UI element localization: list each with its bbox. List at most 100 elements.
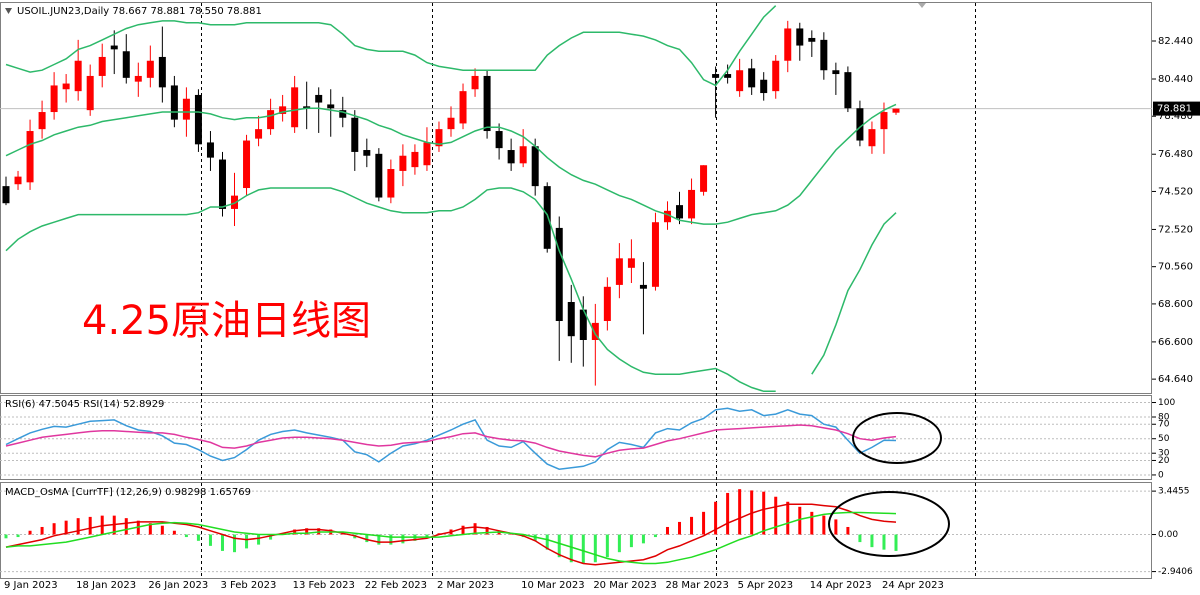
price-label-box: [1153, 101, 1200, 116]
histogram-bar: [305, 528, 309, 535]
candle-body: [483, 75, 491, 132]
shift-marker: [918, 3, 926, 8]
histogram-bar: [293, 529, 297, 535]
y-tick-label: 80: [1158, 413, 1170, 423]
candle-body: [639, 284, 647, 289]
candle-body: [339, 110, 347, 118]
x-tick-label: 10 Mar 2023: [521, 580, 584, 591]
y-tick-label: 50: [1158, 434, 1170, 444]
candle-body: [423, 142, 431, 166]
candle-body: [832, 70, 840, 75]
candle-body: [700, 165, 708, 192]
x-tick-label: 22 Feb 2023: [365, 580, 427, 591]
histogram-bar: [762, 491, 766, 535]
histogram-bar: [377, 534, 381, 545]
histogram-bar: [76, 518, 80, 535]
candle-body: [676, 205, 684, 219]
candle-body: [291, 87, 299, 128]
histogram-bar: [629, 534, 633, 548]
histogram-bar: [4, 534, 8, 539]
y-tick-label: 100: [1158, 398, 1175, 408]
histogram-bar: [148, 523, 152, 535]
candle-body: [2, 186, 10, 204]
histogram-bar: [124, 518, 128, 535]
indicator-line: [5, 424, 897, 458]
histogram-bar: [196, 534, 200, 541]
indicator-line: [5, 511, 897, 565]
histogram-bar: [461, 525, 465, 535]
candle-body: [868, 129, 876, 147]
candle-body: [375, 153, 383, 198]
candle-body: [531, 146, 539, 187]
x-tick-label: 3 Feb 2023: [220, 580, 276, 591]
highlight-ellipse: [828, 491, 950, 557]
candle-body: [206, 142, 214, 158]
y-tick-label: 80.440: [1158, 74, 1193, 85]
x-tick-label: 26 Jan 2023: [148, 580, 208, 591]
candle-body: [98, 56, 106, 76]
y-tick-label: 76.480: [1158, 149, 1193, 160]
candle-body: [315, 94, 323, 103]
y-tick-label: 70: [1158, 420, 1170, 430]
candle-body: [399, 155, 407, 171]
y-tick-label: 64.640: [1158, 374, 1193, 385]
macd-panel: [0, 482, 1152, 579]
histogram-bar: [653, 534, 657, 538]
rsi-title: RSI(6) 47.5045 RSI(14) 52.8929: [5, 399, 164, 410]
histogram-bar: [690, 516, 694, 535]
histogram-bar: [894, 534, 898, 551]
y-tick-label: 20: [1158, 456, 1170, 466]
candle-body: [447, 117, 455, 130]
candle-body: [146, 60, 154, 78]
candle-body: [760, 79, 768, 94]
candle-body: [243, 140, 251, 189]
histogram-bar: [678, 521, 682, 535]
candle-body: [387, 169, 395, 198]
candle-body: [844, 72, 852, 109]
candle-body: [218, 159, 226, 209]
candle-body: [808, 37, 816, 42]
histogram-bar: [220, 534, 224, 551]
histogram-bar: [569, 534, 573, 563]
candle-body: [134, 75, 142, 82]
x-tick-label: 13 Feb 2023: [293, 580, 355, 591]
histogram-bar: [160, 525, 164, 535]
price-plot: [0, 5, 1152, 393]
x-tick-label: 28 Mar 2023: [665, 580, 728, 591]
candle-body: [231, 195, 239, 209]
candle-body: [182, 98, 190, 120]
candle-body: [651, 222, 659, 287]
candle-body: [170, 85, 178, 120]
period-separators: [201, 3, 976, 578]
histogram-bar: [52, 523, 56, 535]
candle-body: [86, 75, 94, 111]
y-tick-label: -2.9406: [1158, 567, 1193, 577]
price-label: 78.881: [1157, 104, 1192, 115]
candle-body: [507, 150, 515, 164]
histogram-bar: [389, 534, 393, 545]
symbol-icon: [5, 8, 12, 14]
candle-body: [712, 74, 720, 78]
histogram-bar: [738, 489, 742, 535]
histogram-bar: [786, 501, 790, 535]
histogram-bar: [726, 492, 730, 535]
candle-body: [892, 108, 900, 113]
y-tick-label: 3.4455: [1158, 487, 1190, 497]
candle-body: [62, 83, 70, 90]
histogram-bar: [714, 501, 718, 535]
histogram-bar: [401, 534, 405, 544]
histogram-bar: [365, 534, 369, 543]
candle-body: [820, 39, 828, 71]
histogram-bar: [870, 534, 874, 548]
histogram-bar: [208, 534, 212, 546]
bollinger-lower: [5, 187, 897, 393]
histogram-bar: [834, 519, 838, 535]
candle-body: [26, 131, 34, 183]
candle-body: [74, 60, 82, 92]
candle-body: [772, 60, 780, 92]
histogram-bar: [184, 534, 188, 538]
candle-body: [543, 186, 551, 249]
histogram-bar: [858, 534, 862, 543]
histogram-bar: [16, 534, 20, 538]
